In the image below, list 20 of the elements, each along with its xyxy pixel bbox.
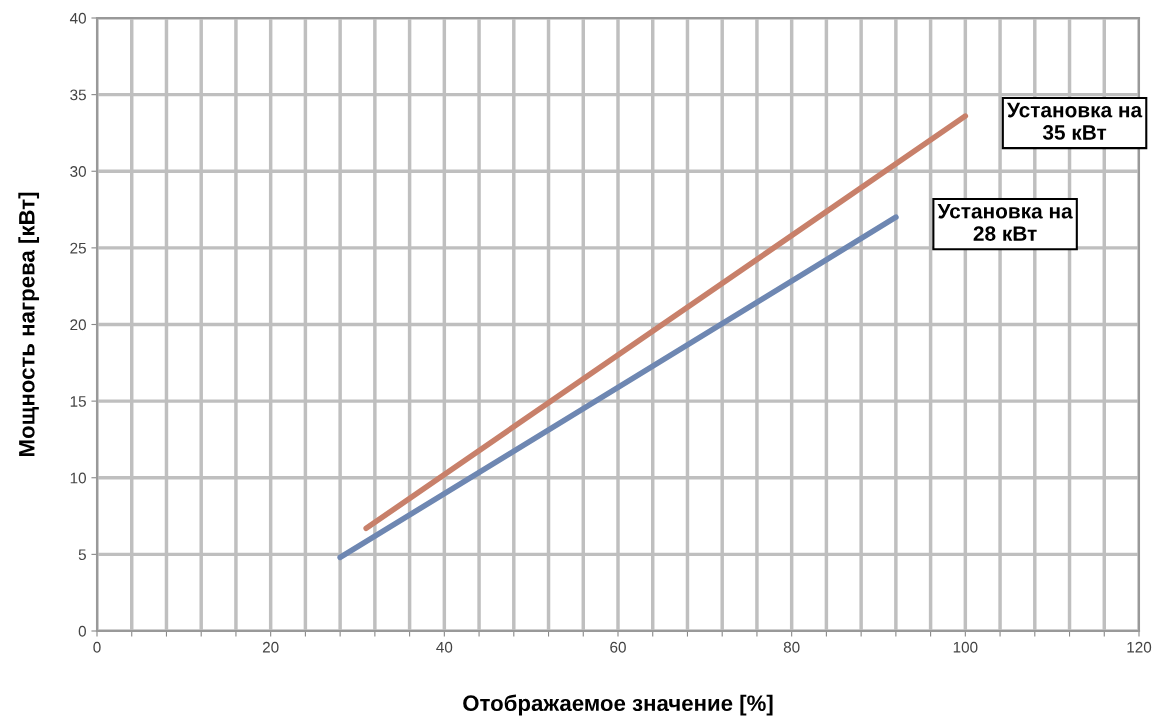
- y-tick-label: 20: [70, 319, 86, 331]
- y-tick-label: 35: [70, 89, 86, 101]
- x-tick-label: 20: [262, 641, 279, 653]
- y-tick-label: 10: [70, 472, 86, 484]
- x-tick-label: 60: [610, 641, 626, 653]
- y-tick-label: 25: [70, 242, 86, 254]
- x-tick-label: 0: [93, 641, 101, 653]
- x-tick-label: 120: [1127, 641, 1152, 653]
- x-axis-title: Отображаемое значение [%]: [463, 694, 773, 716]
- y-tick-label: 30: [70, 166, 86, 177]
- x-tick-label: 80: [783, 641, 800, 653]
- y-tick-label: 0: [78, 625, 86, 637]
- x-tick-label: 100: [953, 641, 978, 653]
- text: Установка на 35 кВт: [1007, 102, 1143, 140]
- y-tick-label: 5: [78, 549, 86, 561]
- y-tick-label: 15: [70, 396, 86, 407]
- y-axis-title: Мощность нагрева [кВт]: [18, 192, 40, 457]
- text: Установка на 28 кВт: [937, 204, 1073, 241]
- x-tick-label: 40: [436, 641, 453, 653]
- y-tick-label: 40: [69, 12, 86, 24]
